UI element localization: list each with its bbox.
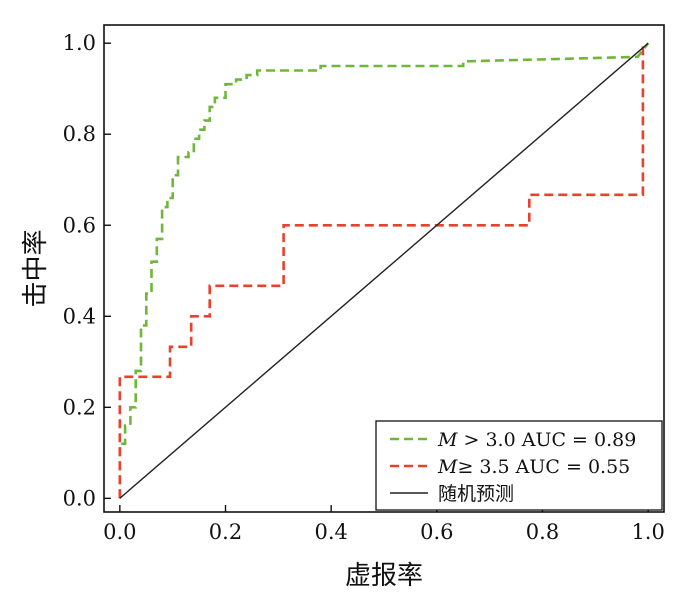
legend-label: ≥ 3.5 AUC = 0.55 <box>457 456 630 478</box>
y-tick-label: 0.4 <box>63 304 96 328</box>
x-axis-ticks: 0.0 0.2 0.4 0.6 0.8 1.0 <box>103 505 665 544</box>
x-tick-label: 0.6 <box>420 520 453 544</box>
y-tick-label: 1.0 <box>63 31 96 55</box>
legend-label: > 3.0 AUC = 0.89 <box>457 429 636 451</box>
legend-entry-random: 随机预测 <box>438 483 514 505</box>
x-tick-label: 1.0 <box>631 520 664 544</box>
x-tick-label: 0.2 <box>209 520 242 544</box>
legend-variable: M <box>437 429 458 451</box>
x-axis-label: 虚报率 <box>345 561 423 591</box>
random-prediction-line <box>119 42 649 499</box>
x-tick-label: 0.8 <box>526 520 559 544</box>
y-tick-label: 0.6 <box>63 213 96 237</box>
plot-frame <box>103 24 665 513</box>
y-tick-label: 0.8 <box>63 122 96 146</box>
red-series-line <box>118 43 645 499</box>
x-tick-label: 0.0 <box>103 520 136 544</box>
plot-area <box>118 42 650 499</box>
y-tick-label: 0.2 <box>63 395 96 419</box>
legend-variable: M <box>437 456 458 478</box>
green-series-line <box>118 42 650 499</box>
y-tick-label: 0.0 <box>63 486 96 510</box>
legend-entry-green: M > 3.0 AUC = 0.89 <box>437 429 636 451</box>
legend-entry-red: M≥ 3.5 AUC = 0.55 <box>437 456 630 478</box>
y-axis-label: 击中率 <box>21 229 51 307</box>
y-axis-ticks: 0.0 0.2 0.4 0.6 0.8 1.0 <box>63 31 111 510</box>
x-tick-label: 0.4 <box>314 520 347 544</box>
